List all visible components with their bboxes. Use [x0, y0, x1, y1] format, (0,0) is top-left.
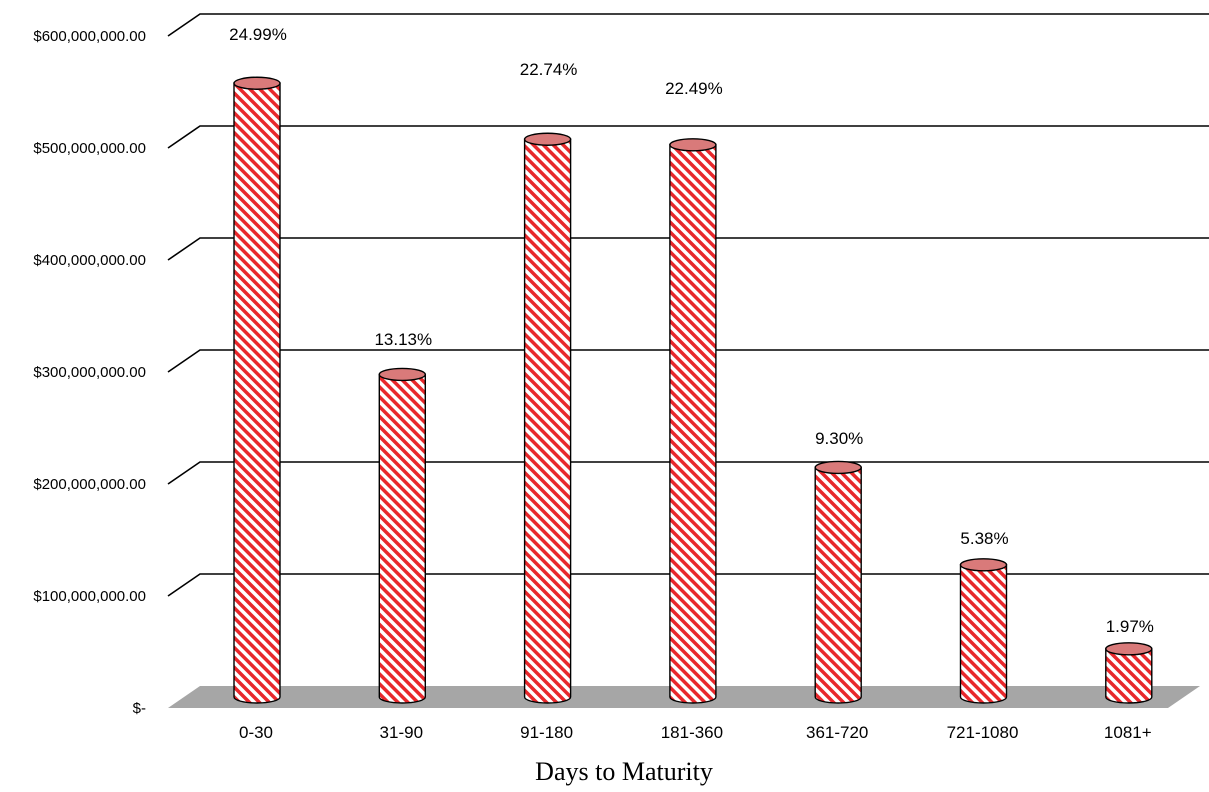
data-label: 9.30% [815, 429, 863, 448]
data-label: 13.13% [374, 330, 432, 349]
bar [1105, 642, 1153, 704]
gridline [167, 573, 1209, 597]
y-tick-label: $300,000,000.00 [33, 364, 146, 381]
y-tick-label: $400,000,000.00 [33, 252, 146, 269]
data-label: 1.97% [1106, 617, 1154, 636]
gridlines [167, 13, 1209, 597]
gridline [167, 237, 1209, 261]
bar [378, 367, 426, 704]
x-tick-label: 91-180 [520, 723, 573, 742]
bar [233, 76, 281, 704]
x-tick-label: 361-720 [806, 723, 868, 742]
gridline [167, 461, 1209, 485]
y-tick-label: $500,000,000.00 [33, 140, 146, 157]
y-tick-label: $600,000,000.00 [33, 28, 146, 45]
x-tick-label: 0-30 [239, 723, 273, 742]
bar [814, 460, 862, 704]
y-tick-label: $100,000,000.00 [33, 588, 146, 605]
x-tick-label: 721-1080 [947, 723, 1019, 742]
x-tick-label: 181-360 [661, 723, 723, 742]
bar [959, 558, 1008, 704]
gridline [167, 349, 1209, 373]
x-axis-ticks: 0-30 31-90 91-180 181-360 361-720 721-1080 108… [239, 723, 1152, 742]
y-axis-ticks: $- $100,000,000.00 $200,000,000.00 $300,000… [33, 28, 146, 717]
gridline [167, 125, 1209, 149]
x-tick-label: 31-90 [380, 723, 423, 742]
data-label: 24.99% [229, 25, 287, 44]
x-axis-title: Days to Maturity [535, 757, 713, 786]
bars [233, 76, 1153, 704]
data-label: 22.49% [665, 79, 723, 98]
gridline [167, 13, 1209, 37]
data-label: 5.38% [960, 529, 1008, 548]
data-label: 22.74% [520, 60, 578, 79]
x-tick-label: 1081+ [1104, 723, 1152, 742]
bar [669, 138, 717, 704]
y-tick-label: $200,000,000.00 [33, 476, 146, 493]
y-tick-label: $- [133, 700, 146, 717]
bar [523, 132, 572, 704]
data-labels: 24.99% 13.13% 22.74% 22.49% 9.30% 5.38% 1.97% [229, 25, 1154, 636]
